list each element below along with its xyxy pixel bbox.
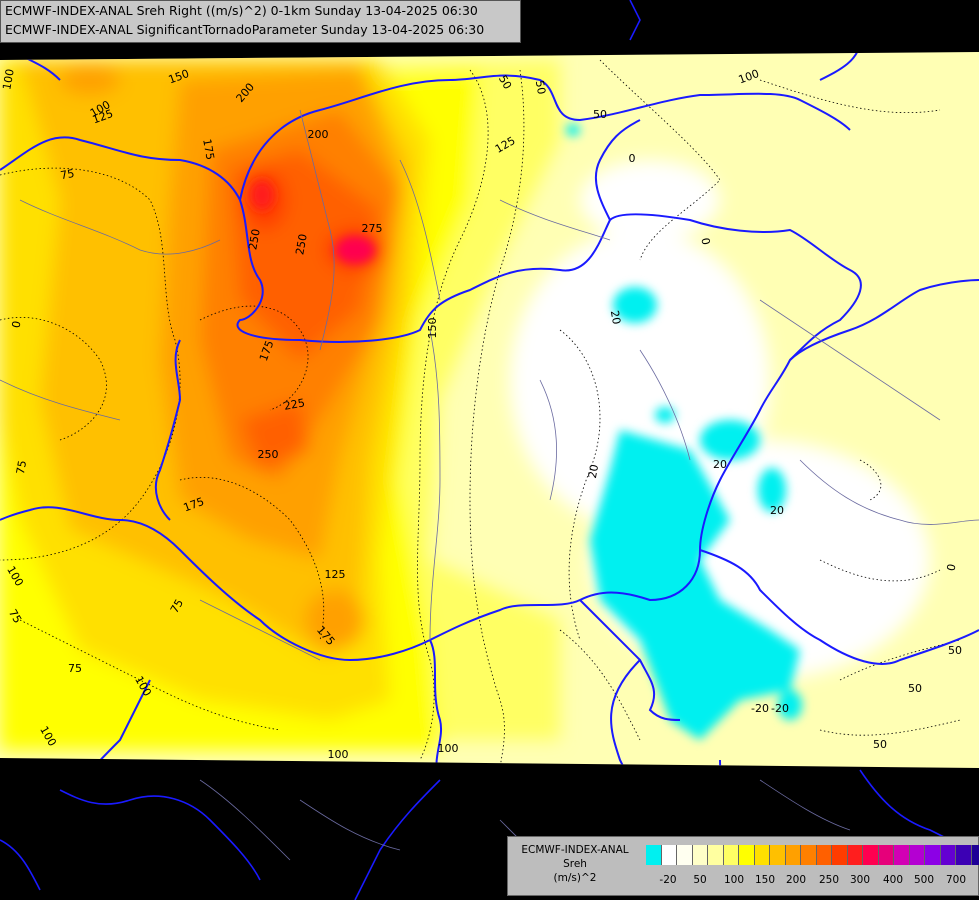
legend-variable: Sreh bbox=[563, 858, 587, 870]
legend-swatch bbox=[677, 845, 693, 865]
legend-source: ECMWF-INDEX-ANAL bbox=[521, 844, 629, 856]
contour-label: 75 bbox=[168, 597, 186, 616]
contour-label: -20 bbox=[771, 702, 789, 715]
legend-swatch bbox=[785, 845, 801, 865]
legend-swatch bbox=[801, 845, 817, 865]
legend-tick-label: 150 bbox=[754, 874, 776, 886]
contour-label: 100 bbox=[0, 68, 16, 91]
contour-label: 250 bbox=[258, 448, 279, 461]
legend-tick-label: 200 bbox=[785, 874, 807, 886]
legend-tick-label: 500 bbox=[913, 874, 935, 886]
contour-label: 20 bbox=[586, 463, 601, 479]
legend-swatch bbox=[646, 845, 662, 865]
legend-swatch bbox=[925, 845, 941, 865]
legend-swatch bbox=[909, 845, 925, 865]
legend-ticks: -20 50 100 150 200 250 300 400 500 700 bbox=[646, 874, 976, 890]
contour-label: 100 bbox=[438, 742, 459, 755]
contour-label: 50 bbox=[908, 682, 922, 695]
contour-label: 250 bbox=[293, 233, 309, 256]
legend-swatch bbox=[894, 845, 910, 865]
legend-label: ECMWF-INDEX-ANAL Sreh (m/s)^2 bbox=[510, 843, 640, 885]
contour-label: 200 bbox=[308, 128, 329, 141]
legend: ECMWF-INDEX-ANAL Sreh (m/s)^2 -20 50 100 15… bbox=[507, 836, 979, 896]
legend-tick-label: 300 bbox=[849, 874, 871, 886]
legend-swatch bbox=[739, 845, 755, 865]
legend-swatch bbox=[956, 845, 972, 865]
legend-tick-label: 400 bbox=[882, 874, 904, 886]
legend-color-scale bbox=[646, 845, 979, 865]
contour-label: 50 bbox=[496, 73, 514, 92]
contour-label: 75 bbox=[59, 167, 75, 182]
legend-tick-label: 100 bbox=[723, 874, 745, 886]
legend-unit: (m/s)^2 bbox=[553, 872, 597, 884]
contour-label: 100 bbox=[328, 748, 349, 761]
contour-label: 75 bbox=[6, 607, 24, 626]
legend-tick-label: 250 bbox=[818, 874, 840, 886]
contour-label: 0 bbox=[629, 152, 636, 165]
title-line-2: ECMWF-INDEX-ANAL SignificantTornadoParam… bbox=[5, 22, 485, 37]
legend-swatch bbox=[708, 845, 724, 865]
contour-label: 275 bbox=[362, 222, 383, 235]
contour-label: 20 bbox=[713, 458, 727, 471]
legend-tick-label: -20 bbox=[659, 874, 677, 886]
contour-label: 175 bbox=[200, 138, 216, 161]
contour-label: 75 bbox=[68, 662, 82, 675]
legend-tick-label: 700 bbox=[945, 874, 967, 886]
contour-label: 75 bbox=[14, 459, 29, 475]
contour-label: 50 bbox=[948, 644, 962, 657]
legend-swatch bbox=[770, 845, 786, 865]
contour-label: 225 bbox=[283, 396, 306, 412]
legend-swatch bbox=[692, 845, 708, 865]
contour-label: 20 bbox=[770, 504, 784, 517]
legend-swatch bbox=[723, 845, 739, 865]
contour-label: 50 bbox=[593, 108, 607, 121]
legend-tick-label: 50 bbox=[693, 874, 707, 886]
legend-swatch bbox=[847, 845, 863, 865]
legend-swatch bbox=[832, 845, 848, 865]
legend-swatch bbox=[971, 845, 979, 865]
contour-label: 250 bbox=[246, 228, 262, 251]
legend-swatch bbox=[816, 845, 832, 865]
legend-swatch bbox=[878, 845, 894, 865]
title-line-1: ECMWF-INDEX-ANAL Sreh Right ((m/s)^2) 0-… bbox=[5, 3, 478, 18]
contour-label: 20 bbox=[608, 309, 623, 325]
contour-label: 125 bbox=[325, 568, 346, 581]
legend-swatch bbox=[863, 845, 879, 865]
legend-swatch bbox=[661, 845, 677, 865]
contour-label: 50 bbox=[873, 738, 887, 751]
contour-label: 150 bbox=[426, 318, 439, 339]
contour-label: 50 bbox=[533, 79, 548, 95]
contour-lines bbox=[0, 59, 961, 768]
regional-borders bbox=[0, 109, 979, 661]
legend-swatch bbox=[940, 845, 956, 865]
contour-label: 0 bbox=[10, 320, 24, 329]
contour-label: 0 bbox=[698, 237, 712, 246]
contour-label: 0 bbox=[945, 563, 959, 572]
legend-swatch bbox=[754, 845, 770, 865]
title-box: ECMWF-INDEX-ANAL Sreh Right ((m/s)^2) 0-… bbox=[0, 0, 521, 43]
contour-label: -20 bbox=[751, 702, 769, 715]
